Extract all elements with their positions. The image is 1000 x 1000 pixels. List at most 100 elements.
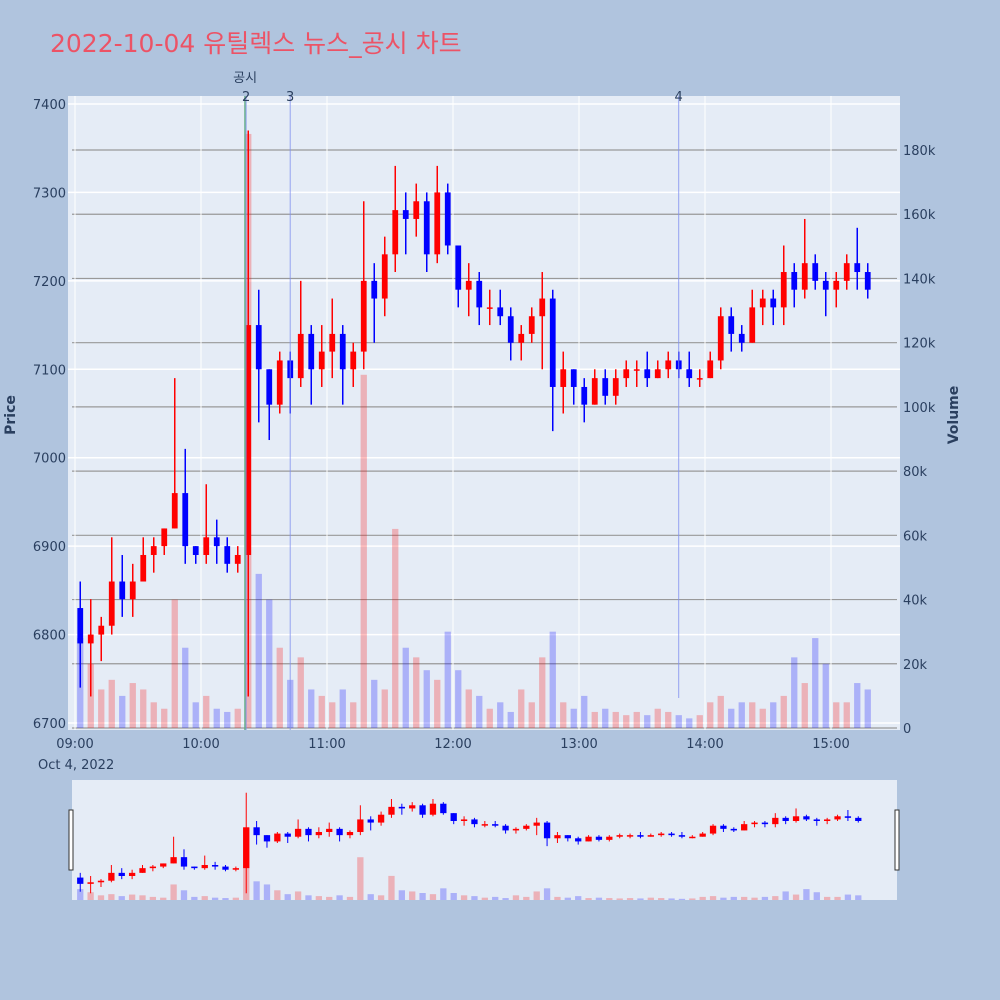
candle-body	[413, 201, 420, 219]
volume-bar	[855, 895, 862, 900]
volume-bar	[654, 708, 661, 728]
time-tick-label: 14:00	[686, 737, 723, 752]
candle-body	[854, 263, 861, 273]
volume-bar	[360, 374, 367, 728]
volume-bar	[539, 657, 546, 728]
volume-bar	[644, 715, 651, 728]
candle-body	[864, 272, 871, 290]
volume-bar	[465, 689, 472, 728]
candle-body	[824, 819, 831, 821]
range-slider[interactable]	[68, 780, 900, 900]
candle-body	[455, 245, 462, 290]
candle-body	[346, 832, 354, 836]
volume-bar	[149, 896, 157, 900]
date-label: Oct 4, 2022	[38, 758, 114, 773]
candle-body	[668, 833, 675, 836]
candle-body	[606, 836, 613, 840]
volume-bar	[844, 894, 852, 900]
volume-bar	[633, 711, 640, 728]
candle-body	[570, 369, 577, 387]
candle-body	[612, 378, 619, 396]
candle-body	[665, 360, 672, 370]
volume-bar	[792, 894, 800, 900]
candle-body	[585, 836, 592, 842]
candle-body	[843, 263, 850, 281]
volume-bar	[266, 599, 273, 728]
candle-body	[450, 813, 457, 821]
volume-bar	[294, 891, 302, 900]
candle-body	[377, 814, 385, 823]
volume-bar	[834, 896, 841, 900]
candle-body	[720, 825, 727, 829]
volume-bar	[232, 897, 240, 900]
volume-bar	[749, 702, 756, 728]
candle-body	[243, 827, 250, 869]
candle-body	[533, 822, 540, 826]
price-tick-label: 6900	[33, 540, 66, 555]
candle-body	[171, 493, 178, 529]
candle-body	[602, 378, 609, 396]
volume-bar	[213, 708, 220, 728]
volume-bar	[224, 711, 231, 728]
candle-body	[654, 369, 661, 379]
volume-bar	[803, 889, 810, 900]
candle-body	[782, 817, 789, 821]
volume-bar	[140, 689, 147, 728]
volume-bar	[308, 689, 315, 728]
volume-bar	[276, 647, 283, 728]
candle-body	[232, 868, 240, 870]
candle-body	[276, 360, 283, 405]
volume-bar	[738, 702, 745, 728]
candle-body	[339, 333, 346, 370]
volume-bar	[182, 647, 189, 728]
volume-bar	[192, 702, 199, 728]
volume-bar	[423, 670, 430, 728]
volume-tick-label: 80k	[903, 465, 928, 480]
volume-bar	[528, 702, 535, 728]
candle-body	[637, 835, 644, 837]
candle-body	[554, 835, 561, 839]
volume-bar	[741, 896, 748, 900]
candle-body	[575, 838, 582, 842]
volume-bar	[699, 896, 706, 900]
volume-bar	[367, 894, 374, 900]
candle-body	[801, 263, 808, 290]
candle-body	[388, 806, 395, 815]
time-tick-label: 11:00	[308, 737, 345, 752]
volume-bar	[864, 689, 871, 728]
volume-bar	[434, 679, 441, 728]
range-slider-right-handle[interactable]	[894, 809, 900, 871]
volume-bar	[455, 670, 462, 728]
volume-bar	[377, 895, 385, 900]
volume-bar	[255, 573, 262, 728]
range-slider-left-handle[interactable]	[68, 809, 74, 871]
volume-bar	[585, 898, 592, 900]
volume-bar	[119, 695, 126, 728]
candle-body	[581, 386, 588, 405]
volume-bar	[191, 896, 198, 900]
candle-body	[749, 307, 756, 343]
candle-body	[180, 857, 188, 867]
volume-bar	[665, 711, 672, 728]
volume-bar	[689, 898, 696, 900]
candle-body	[297, 333, 304, 379]
candle-body	[284, 833, 291, 837]
volume-bar	[612, 711, 619, 728]
candle-body	[512, 828, 520, 831]
candle-body	[497, 307, 504, 317]
volume-bar	[497, 702, 504, 728]
volume-bar	[318, 695, 325, 728]
volume-bar	[350, 702, 357, 728]
volume-bar	[329, 702, 336, 728]
candle-body	[813, 819, 820, 821]
candle-body	[440, 803, 447, 814]
candle-body	[518, 333, 525, 343]
volume-bar	[822, 663, 829, 728]
candle-body	[140, 554, 147, 582]
volume-bar	[595, 897, 603, 900]
volume-bar	[203, 695, 210, 728]
volume-bar	[720, 897, 727, 900]
candle-body	[803, 816, 810, 820]
volume-bar	[709, 896, 717, 900]
